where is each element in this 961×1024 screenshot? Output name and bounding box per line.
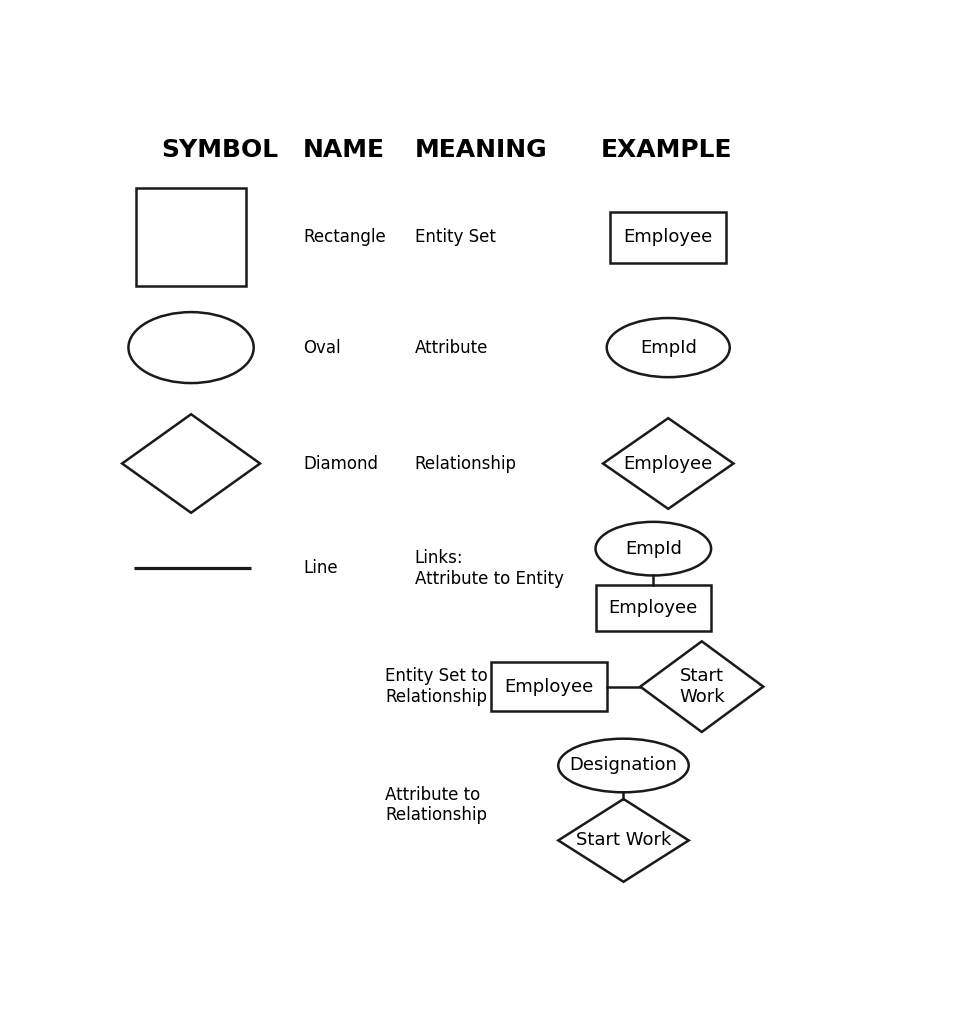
Text: Attribute: Attribute [414,339,487,356]
Bar [610,212,726,263]
Text: Entity Set: Entity Set [414,228,495,246]
Bar [595,585,710,631]
Polygon shape [557,799,688,882]
Text: Employee: Employee [504,678,593,695]
Bar [491,663,606,711]
Bar [136,188,246,287]
Text: Diamond: Diamond [303,455,378,472]
Text: Employee: Employee [623,455,712,472]
Text: Links:
Attribute to Entity: Links: Attribute to Entity [414,549,563,588]
Polygon shape [122,415,259,513]
Text: Attribute to
Relationship: Attribute to Relationship [384,785,486,824]
Text: Designation: Designation [569,757,677,774]
Polygon shape [640,641,762,732]
Text: NAME: NAME [303,137,384,162]
Ellipse shape [129,312,254,383]
Ellipse shape [606,318,729,377]
Text: Relationship: Relationship [414,455,516,472]
Ellipse shape [595,522,710,575]
Ellipse shape [557,738,688,793]
Text: SYMBOL: SYMBOL [161,137,278,162]
Text: MEANING: MEANING [414,137,547,162]
Text: EXAMPLE: EXAMPLE [601,137,732,162]
Text: Employee: Employee [623,228,712,246]
Text: Oval: Oval [303,339,340,356]
Text: Employee: Employee [608,599,698,616]
Text: Entity Set to
Relationship: Entity Set to Relationship [384,668,487,706]
Polygon shape [603,418,732,509]
Text: EmpId: EmpId [639,339,696,356]
Text: Start
Work: Start Work [678,668,724,706]
Text: Line: Line [303,559,337,578]
Text: EmpId: EmpId [625,540,681,558]
Text: Start Work: Start Work [576,831,671,849]
Text: Rectangle: Rectangle [303,228,385,246]
